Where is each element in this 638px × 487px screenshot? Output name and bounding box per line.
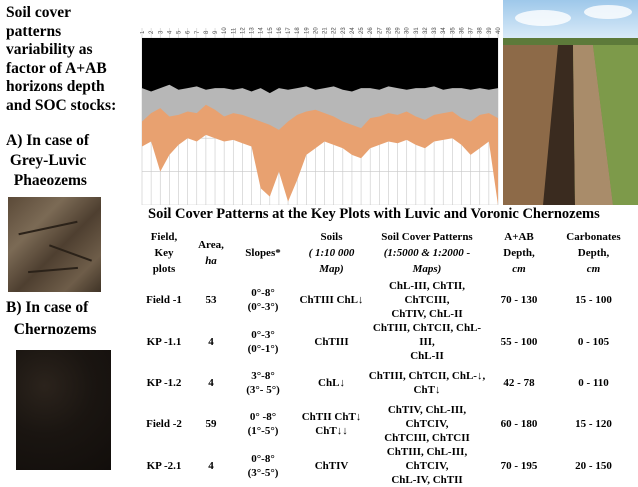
table-row: KP -1.2 4 3°-8° (3°- 5°) ChL↓ ChTIII, ChT… xyxy=(146,370,609,396)
chart-tick-label: 14 xyxy=(259,27,265,34)
left-title-line: variability as xyxy=(6,41,93,58)
chart-tick-label: 39 xyxy=(487,27,493,34)
left-title-line: factor of A+AB xyxy=(6,59,107,77)
table-header-row: Field, Key plots Area, ha Slopes* Soils( 1:… xyxy=(134,227,638,279)
chart-tick-label: 1 xyxy=(140,30,146,34)
chart-tick-label: 5 xyxy=(177,30,183,34)
left-title-line: patterns xyxy=(6,22,62,40)
case-a-line: Phaeozems xyxy=(6,172,87,189)
left-title-line: horizons depth xyxy=(6,78,105,95)
chart-tick-label: 32 xyxy=(423,27,429,34)
chart-tick-label: 22 xyxy=(332,27,338,34)
case-b-line: Chernozems xyxy=(6,321,97,338)
chart-tick-label: 36 xyxy=(459,27,465,34)
grey-luvic-phaeozem-photo xyxy=(8,197,101,292)
chart-tick-label: 17 xyxy=(286,27,292,34)
chart-top-band xyxy=(142,38,498,46)
table-row: Field -2 59 0° -8° (1°-5°) ChTII ChT↓ ChT↓… xyxy=(146,404,612,444)
chart-tick-label: 9 xyxy=(213,30,219,34)
header-field: Field, Key plots xyxy=(150,231,178,275)
chart-tick-label: 35 xyxy=(450,27,456,34)
chart-tick-label: 16 xyxy=(277,27,283,34)
case-a-heading: A) In case of Grey-Luvic Phaeozems xyxy=(6,131,89,191)
table-row: Field -1 53 0°-8° (0°-3°) ChTIII ChL↓ ChL… xyxy=(146,280,612,320)
chart-tick-label: 30 xyxy=(405,27,411,34)
chart-tick-label: 24 xyxy=(350,27,356,34)
header-scp: Soil Cover Patterns (1:5000 & 1:2000 - Map… xyxy=(381,231,473,275)
case-a-line: A) In case of xyxy=(6,132,90,149)
left-title-line: and SOC stocks: xyxy=(6,96,117,114)
chart-tick-label: 10 xyxy=(222,27,228,34)
header-carbonates: Carbonates Depth, cm xyxy=(566,231,621,275)
chart-tick-label: 37 xyxy=(469,27,475,34)
chart-tick-label: 12 xyxy=(240,27,246,34)
chart-tick-label: 34 xyxy=(441,27,447,34)
chart-tick-label: 29 xyxy=(396,27,402,34)
chart-tick-label: 27 xyxy=(377,27,383,34)
chart-svg: 1 2 3 4 5 6 7 8 9 10 11 12 13 14 15 16 17 18 19 20 21 22 23 24 2… xyxy=(140,27,502,206)
chart-series-area-1 xyxy=(142,38,498,94)
chart-tick-label: 4 xyxy=(167,30,173,34)
case-b-heading: B) In case of Chernozems xyxy=(6,297,96,341)
soil-depth-chart: 1 2 3 4 5 6 7 8 9 10 11 12 13 14 15 16 17 18 19 20 21 22 23 24 2… xyxy=(140,0,502,206)
chart-tick-label: 31 xyxy=(414,27,420,34)
chernozem-photo xyxy=(16,350,111,470)
chart-tick-label: 11 xyxy=(231,27,237,34)
chart-tick-label: 21 xyxy=(323,27,329,34)
chart-tick-label: 20 xyxy=(313,27,319,34)
soil-trench-photo xyxy=(503,0,638,205)
chart-tick-label: 19 xyxy=(304,27,310,34)
table-row: KP -2.1 4 0°-8° (3°-5°) ChTIV ChTIII, ChL… xyxy=(146,446,612,486)
chart-tick-label: 15 xyxy=(268,27,274,34)
header-area: Area, ha xyxy=(198,239,224,267)
case-a-line: Grey-Luvic xyxy=(6,152,87,169)
table-caption: Soil Cover Patterns at the Key Plots wit… xyxy=(148,206,600,222)
chart-tick-label: 40 xyxy=(496,27,500,34)
chart-tick-label: 26 xyxy=(368,27,374,34)
soil-cover-patterns-table: Field, Key plots Area, ha Slopes* Soils( 1:… xyxy=(134,227,638,487)
chart-tick-label: 6 xyxy=(186,30,192,34)
header-soils: Soils( 1:10 000 Map) xyxy=(308,231,355,275)
chart-tick-label: 38 xyxy=(478,27,484,34)
chart-tick-label: 25 xyxy=(359,27,365,34)
chart-tick-label: 23 xyxy=(341,27,347,34)
chart-tick-label: 8 xyxy=(204,30,210,34)
chart-tick-label: 2 xyxy=(149,30,155,34)
left-title-line: Soil cover xyxy=(6,4,71,21)
header-slopes: Slopes* xyxy=(245,247,281,259)
left-title: Soil cover patterns variability as facto… xyxy=(6,4,116,115)
chart-tick-label: 28 xyxy=(386,27,392,34)
chart-tick-label: 13 xyxy=(250,27,256,34)
chart-tick-label: 3 xyxy=(158,30,164,34)
table-row: KP -1.1 4 0°-3° (0°-1°) ChTIII ChTIII, Ch… xyxy=(146,322,610,362)
case-b-line: B) In case of xyxy=(6,299,89,316)
chart-tick-label: 7 xyxy=(195,30,201,34)
chart-tick-label: 18 xyxy=(295,27,301,34)
chart-tick-label: 33 xyxy=(432,27,438,34)
header-aab: A+AB Depth, cm xyxy=(503,231,535,275)
